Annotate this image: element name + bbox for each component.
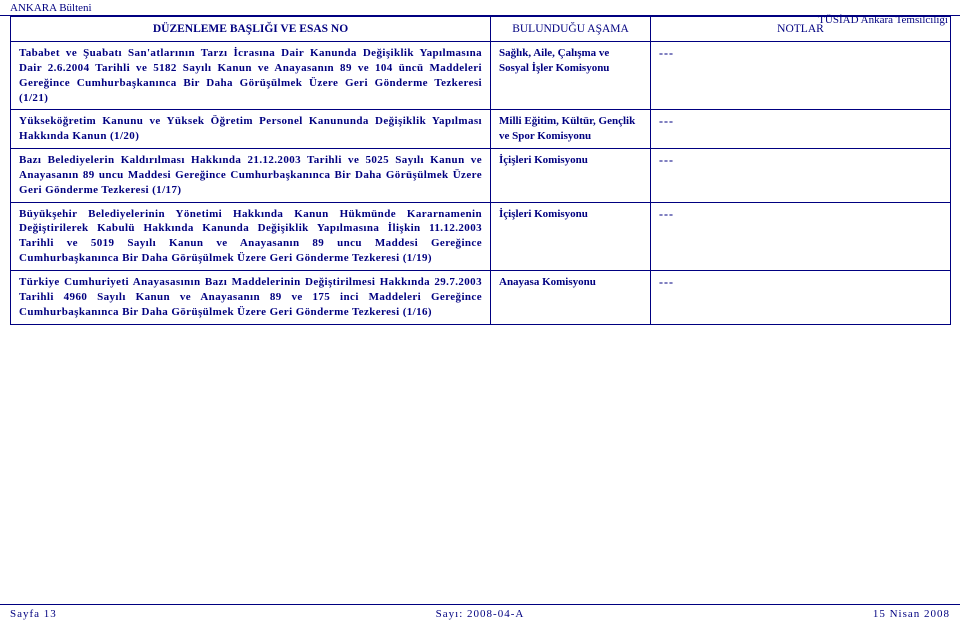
cell-desc: Türkiye Cumhuriyeti Anayasasının Bazı Ma… bbox=[11, 270, 491, 324]
table-row: Tababet ve Şuabatı San'atlarının Tarzı İ… bbox=[11, 42, 951, 110]
cell-notes: --- bbox=[651, 149, 951, 203]
col-header-stage: BULUNDUĞU AŞAMA bbox=[491, 17, 651, 42]
table-row: Büyükşehir Belediyelerinin Yönetimi Hakk… bbox=[11, 202, 951, 270]
page-footer: Sayfa 13 Sayı: 2008-04-A 15 Nisan 2008 bbox=[0, 604, 960, 620]
cell-desc: Tababet ve Şuabatı San'atlarının Tarzı İ… bbox=[11, 42, 491, 110]
table-row: Türkiye Cumhuriyeti Anayasasının Bazı Ma… bbox=[11, 270, 951, 324]
cell-notes: --- bbox=[651, 202, 951, 270]
footer-page: Sayfa 13 bbox=[10, 608, 323, 620]
bulletin-header: ANKARA Bülteni bbox=[0, 0, 960, 16]
cell-desc: Büyükşehir Belediyelerinin Yönetimi Hakk… bbox=[11, 202, 491, 270]
cell-stage: Sağlık, Aile, Çalışma ve Sosyal İşler Ko… bbox=[491, 42, 651, 110]
cell-desc: Yükseköğretim Kanunu ve Yüksek Öğretim P… bbox=[11, 110, 491, 149]
cell-stage: Anayasa Komisyonu bbox=[491, 270, 651, 324]
footer-issue: Sayı: 2008-04-A bbox=[323, 608, 636, 620]
cell-notes: --- bbox=[651, 42, 951, 110]
table-row: Yükseköğretim Kanunu ve Yüksek Öğretim P… bbox=[11, 110, 951, 149]
cell-notes: --- bbox=[651, 110, 951, 149]
footer-date: 15 Nisan 2008 bbox=[637, 608, 950, 620]
col-header-title: DÜZENLEME BAŞLIĞI VE ESAS NO bbox=[11, 17, 491, 42]
cell-stage: Milli Eğitim, Kültür, Gençlik ve Spor Ko… bbox=[491, 110, 651, 149]
org-label: TÜSİAD Ankara Temsilciliği bbox=[818, 14, 948, 26]
table-header-row: DÜZENLEME BAŞLIĞI VE ESAS NO BULUNDUĞU A… bbox=[11, 17, 951, 42]
regulation-table: DÜZENLEME BAŞLIĞI VE ESAS NO BULUNDUĞU A… bbox=[10, 16, 951, 325]
cell-stage: İçişleri Komisyonu bbox=[491, 202, 651, 270]
cell-stage: İçişleri Komisyonu bbox=[491, 149, 651, 203]
bulletin-title: ANKARA Bülteni bbox=[10, 2, 92, 14]
table-row: Bazı Belediyelerin Kaldırılması Hakkında… bbox=[11, 149, 951, 203]
cell-notes: --- bbox=[651, 270, 951, 324]
cell-desc: Bazı Belediyelerin Kaldırılması Hakkında… bbox=[11, 149, 491, 203]
